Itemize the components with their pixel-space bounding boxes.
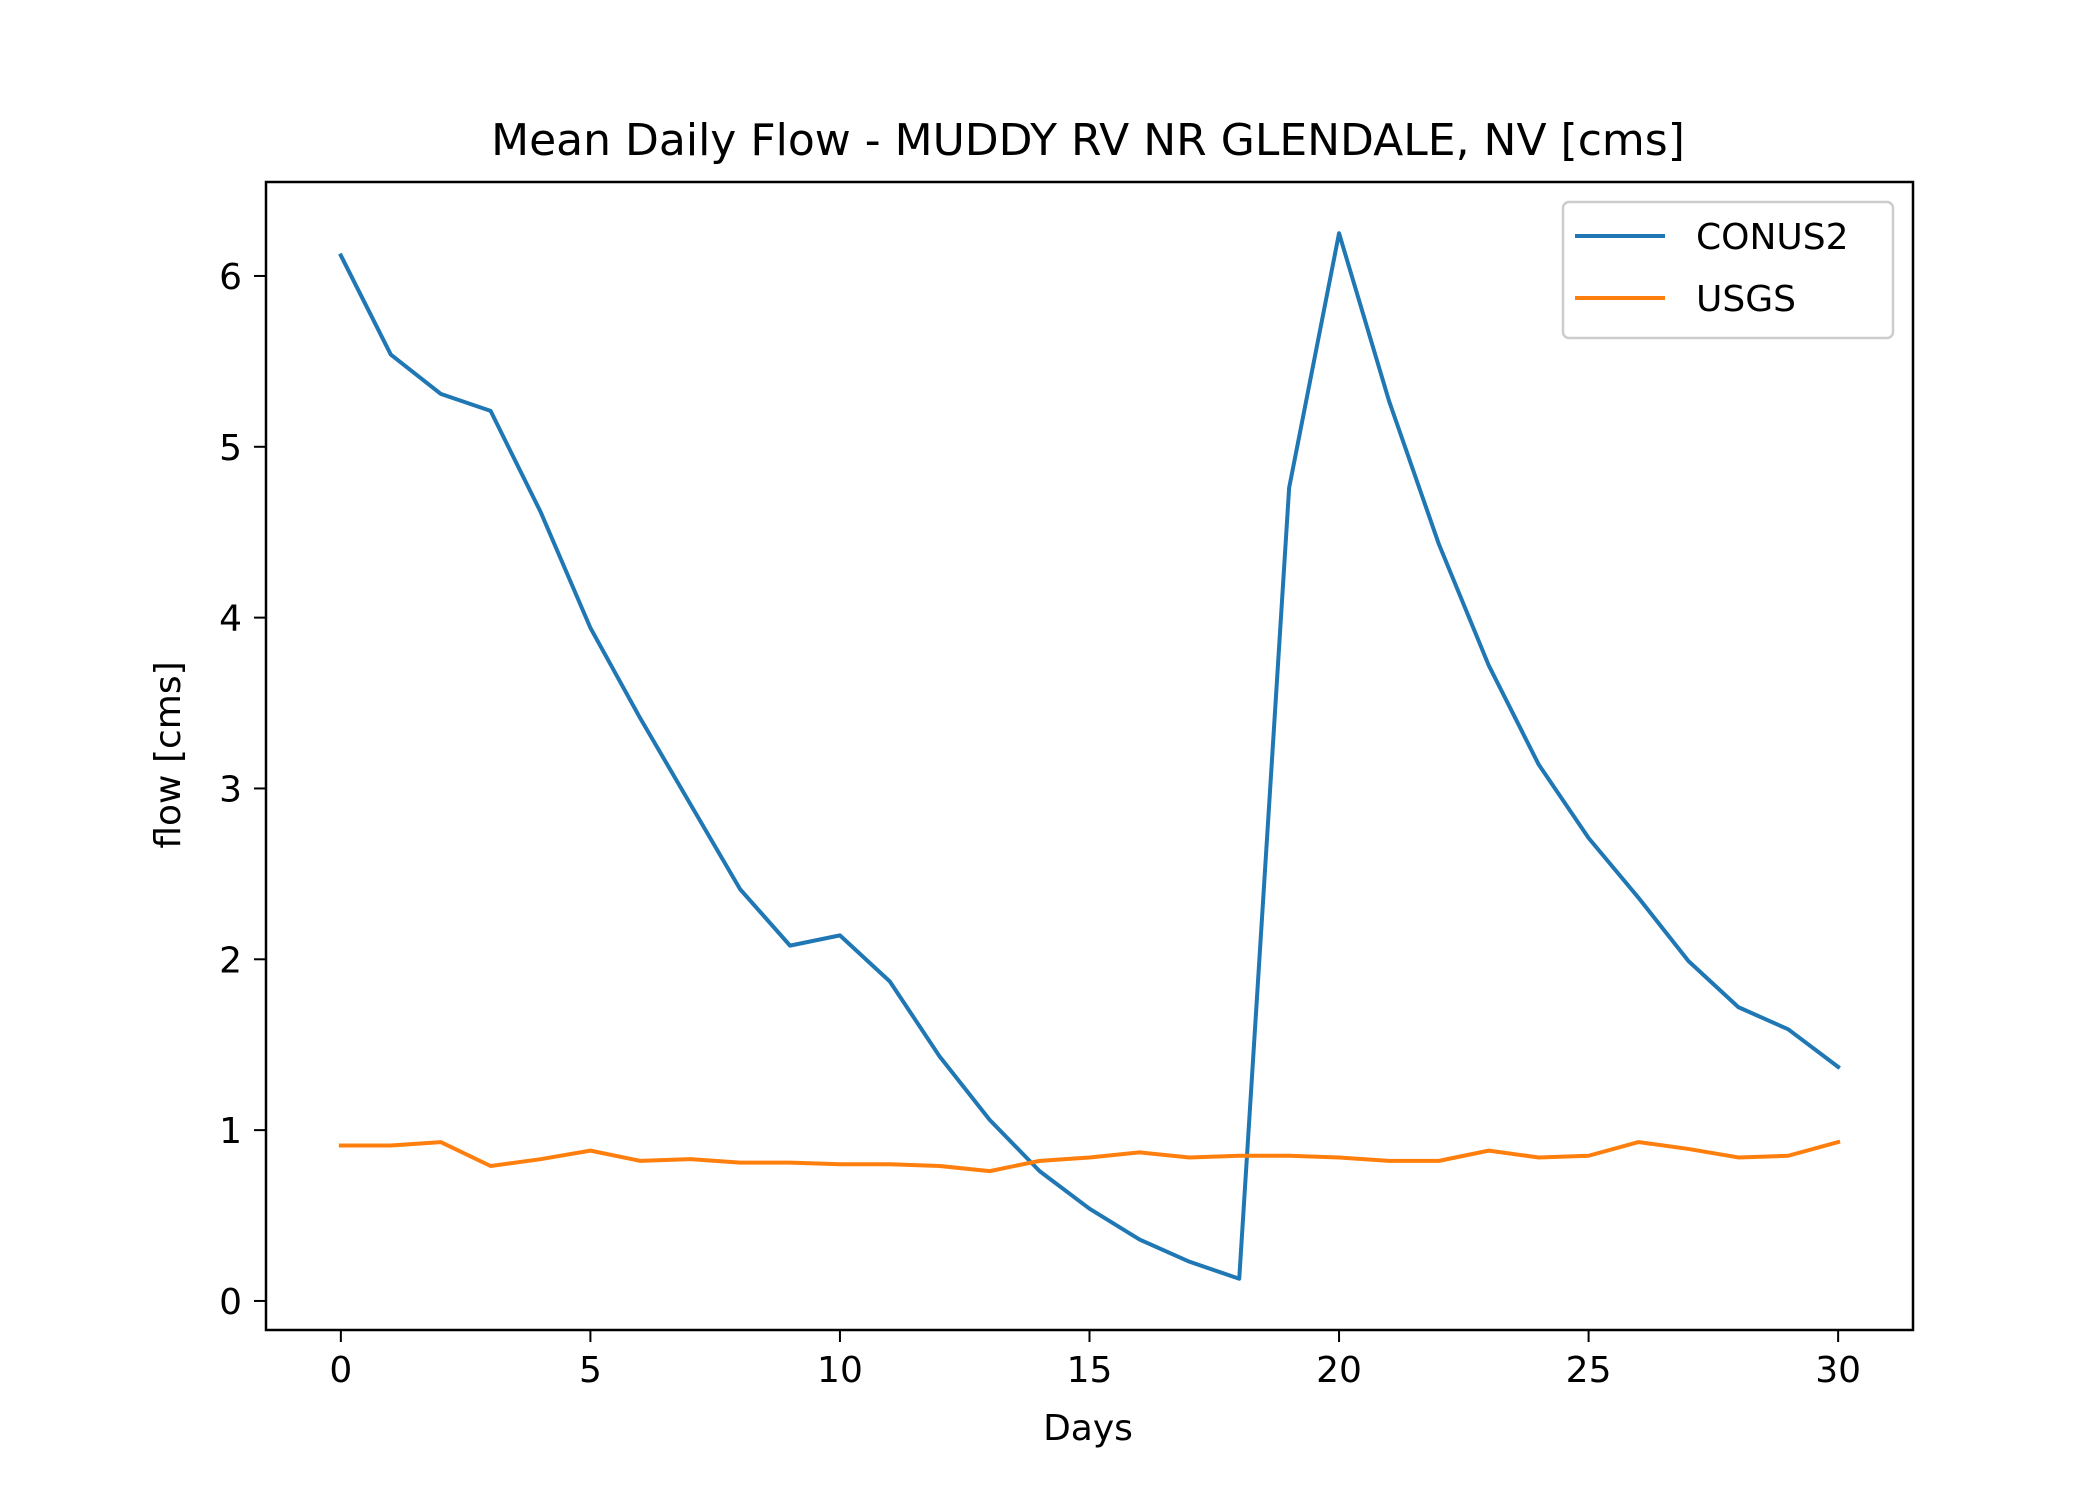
legend-label-usgs: USGS bbox=[1696, 279, 1796, 320]
x-tick-label: 0 bbox=[329, 1350, 352, 1391]
x-axis-label: Days bbox=[1043, 1408, 1133, 1449]
y-tick-label: 2 bbox=[219, 940, 242, 981]
y-axis-label: flow [cms] bbox=[148, 661, 189, 848]
legend: CONUS2 USGS bbox=[1563, 202, 1893, 338]
x-tick-label: 10 bbox=[817, 1350, 863, 1391]
x-tick-label: 20 bbox=[1316, 1350, 1362, 1391]
y-tick-label: 0 bbox=[219, 1282, 242, 1323]
x-tick-label: 25 bbox=[1566, 1350, 1612, 1391]
y-tick-label: 3 bbox=[219, 769, 242, 810]
y-tick-label: 6 bbox=[219, 257, 242, 298]
y-tick-label: 1 bbox=[219, 1111, 242, 1152]
legend-label-conus2: CONUS2 bbox=[1696, 217, 1849, 258]
y-tick-label: 5 bbox=[219, 428, 242, 469]
y-tick-label: 4 bbox=[219, 599, 242, 640]
x-tick-label: 15 bbox=[1067, 1350, 1113, 1391]
x-tick-label: 5 bbox=[579, 1350, 602, 1391]
chart-title: Mean Daily Flow - MUDDY RV NR GLENDALE, … bbox=[491, 115, 1685, 166]
x-tick-label: 30 bbox=[1815, 1350, 1861, 1391]
